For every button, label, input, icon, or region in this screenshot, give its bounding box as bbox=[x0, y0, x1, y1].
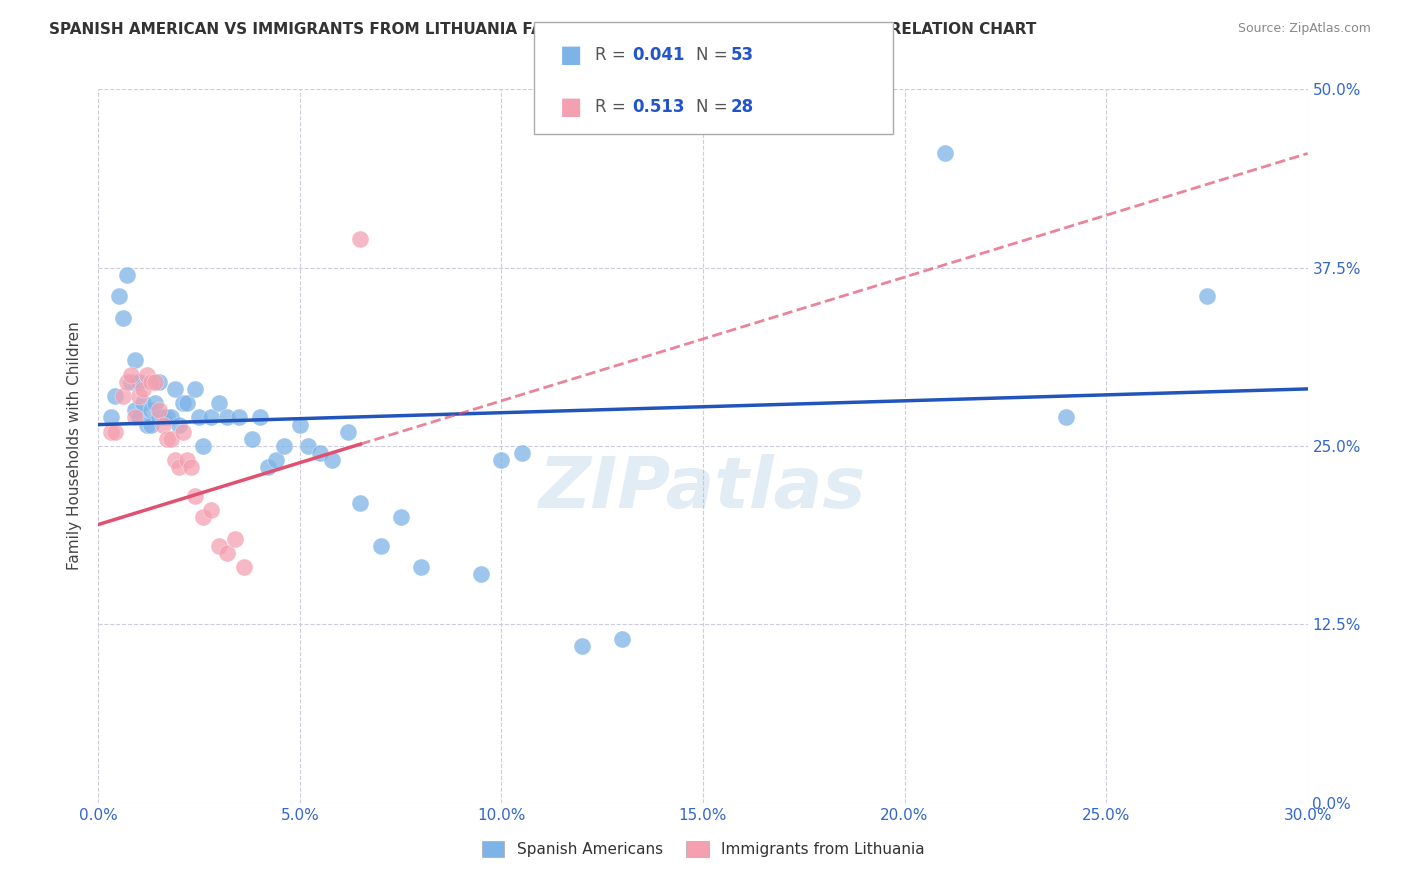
Point bbox=[249, 410, 271, 425]
Point bbox=[128, 375, 150, 389]
Point bbox=[156, 410, 179, 425]
Point bbox=[115, 375, 138, 389]
Point bbox=[120, 375, 142, 389]
Text: 0.041: 0.041 bbox=[633, 46, 685, 64]
Point bbox=[152, 417, 174, 432]
Text: N =: N = bbox=[696, 46, 733, 64]
Point bbox=[124, 353, 146, 368]
Point bbox=[409, 560, 432, 574]
Text: R =: R = bbox=[595, 46, 631, 64]
Point bbox=[208, 539, 231, 553]
Point bbox=[128, 389, 150, 403]
Point bbox=[160, 432, 183, 446]
Point bbox=[120, 368, 142, 382]
Point bbox=[100, 410, 122, 425]
Point bbox=[491, 453, 513, 467]
Legend: Spanish Americans, Immigrants from Lithuania: Spanish Americans, Immigrants from Lithu… bbox=[475, 835, 931, 863]
Point bbox=[1054, 410, 1077, 425]
Point bbox=[152, 410, 174, 425]
Point bbox=[172, 425, 194, 439]
Point bbox=[163, 382, 186, 396]
Point bbox=[167, 460, 190, 475]
Point bbox=[217, 546, 239, 560]
Point bbox=[200, 503, 222, 517]
Point bbox=[370, 539, 392, 553]
Point bbox=[176, 396, 198, 410]
Point bbox=[288, 417, 311, 432]
Point bbox=[208, 396, 231, 410]
Point bbox=[180, 460, 202, 475]
Point bbox=[163, 453, 186, 467]
Point bbox=[273, 439, 295, 453]
Point bbox=[148, 403, 170, 417]
Point bbox=[103, 425, 125, 439]
Point bbox=[228, 410, 250, 425]
Text: 0.513: 0.513 bbox=[633, 98, 685, 116]
Point bbox=[132, 396, 155, 410]
Point bbox=[148, 410, 170, 425]
Point bbox=[1195, 289, 1218, 303]
Point bbox=[139, 403, 162, 417]
Text: ■: ■ bbox=[560, 44, 582, 68]
Text: 53: 53 bbox=[731, 46, 754, 64]
Point bbox=[470, 567, 492, 582]
Text: R =: R = bbox=[595, 98, 631, 116]
Text: ZIPatlas: ZIPatlas bbox=[540, 454, 866, 524]
Point bbox=[111, 310, 134, 325]
Point bbox=[172, 396, 194, 410]
Point bbox=[612, 632, 634, 646]
Point bbox=[309, 446, 332, 460]
Point bbox=[188, 410, 211, 425]
Point bbox=[124, 403, 146, 417]
Point bbox=[571, 639, 593, 653]
Point bbox=[184, 382, 207, 396]
Point bbox=[103, 389, 125, 403]
Point bbox=[176, 453, 198, 467]
Point bbox=[510, 446, 533, 460]
Point bbox=[232, 560, 254, 574]
Point bbox=[297, 439, 319, 453]
Point bbox=[139, 375, 162, 389]
Point bbox=[200, 410, 222, 425]
Point bbox=[143, 375, 166, 389]
Point bbox=[107, 289, 129, 303]
Point bbox=[264, 453, 287, 467]
Point bbox=[132, 382, 155, 396]
Point bbox=[349, 232, 371, 246]
Point bbox=[124, 410, 146, 425]
Text: N =: N = bbox=[696, 98, 733, 116]
Point bbox=[934, 146, 956, 161]
Text: ■: ■ bbox=[560, 95, 582, 119]
Point bbox=[143, 396, 166, 410]
Point bbox=[217, 410, 239, 425]
Point bbox=[256, 460, 278, 475]
Point bbox=[135, 417, 157, 432]
Text: SPANISH AMERICAN VS IMMIGRANTS FROM LITHUANIA FAMILY HOUSEHOLDS WITH CHILDREN CO: SPANISH AMERICAN VS IMMIGRANTS FROM LITH… bbox=[49, 22, 1036, 37]
Point bbox=[193, 439, 215, 453]
Point bbox=[224, 532, 246, 546]
Point bbox=[321, 453, 343, 467]
Point bbox=[111, 389, 134, 403]
Point bbox=[135, 368, 157, 382]
Point bbox=[160, 410, 183, 425]
Point bbox=[389, 510, 412, 524]
Point bbox=[139, 417, 162, 432]
Point bbox=[115, 268, 138, 282]
Point bbox=[240, 432, 263, 446]
Text: 28: 28 bbox=[731, 98, 754, 116]
Point bbox=[349, 496, 371, 510]
Y-axis label: Family Households with Children: Family Households with Children bbox=[67, 322, 83, 570]
Point bbox=[100, 425, 122, 439]
Point bbox=[184, 489, 207, 503]
Point bbox=[156, 432, 179, 446]
Point bbox=[337, 425, 360, 439]
Point bbox=[148, 375, 170, 389]
Point bbox=[128, 410, 150, 425]
Point bbox=[193, 510, 215, 524]
Text: Source: ZipAtlas.com: Source: ZipAtlas.com bbox=[1237, 22, 1371, 36]
Point bbox=[167, 417, 190, 432]
